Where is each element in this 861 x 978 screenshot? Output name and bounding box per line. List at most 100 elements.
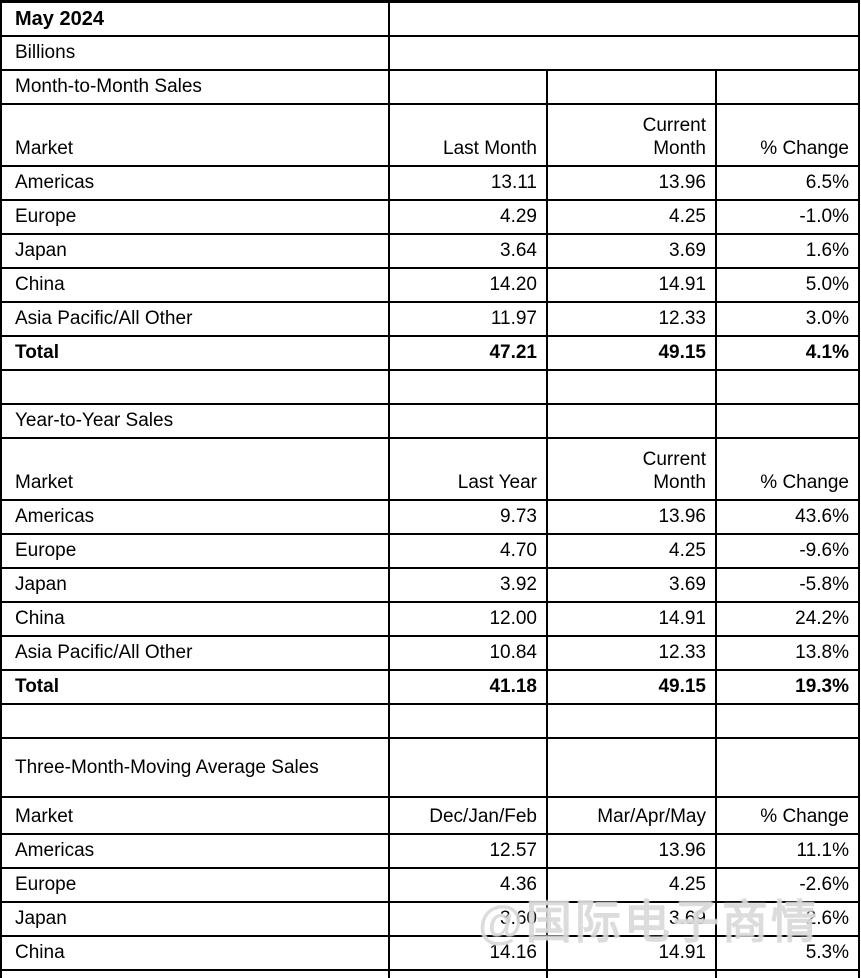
table-row: Americas 12.57 13.96 11.1% — [0, 833, 860, 869]
pct-change-cell: 43.6% — [715, 499, 860, 535]
empty-cell — [546, 69, 717, 105]
empty-cell — [388, 403, 548, 439]
pct-change-cell: -2.6% — [715, 867, 860, 903]
market-cell: Americas — [0, 833, 390, 869]
empty-cell — [0, 703, 390, 739]
market-cell: Japan — [0, 901, 390, 937]
table-row: China 14.16 14.91 5.3% — [0, 935, 860, 971]
column-header-pct-change: % Change — [715, 437, 860, 501]
value-cell: 13.11 — [388, 165, 548, 201]
value-cell: 14.91 — [546, 935, 717, 971]
table-row: Europe 4.70 4.25 -9.6% — [0, 533, 860, 569]
pct-change-cell: 24.2% — [715, 601, 860, 637]
value-cell: 14.91 — [546, 601, 717, 637]
total-pct-change-cell: 19.3% — [715, 669, 860, 705]
table-row: Europe 4.29 4.25 -1.0% — [0, 199, 860, 235]
empty-cell — [715, 403, 860, 439]
pct-change-cell: 1.6% — [715, 233, 860, 269]
empty-cell — [715, 69, 860, 105]
total-value-cell: 49.15 — [546, 335, 717, 371]
spacer-row — [0, 703, 860, 739]
table-row: Japan 3.60 3.69 2.6% — [0, 901, 860, 937]
total-value-cell: 47.21 — [388, 335, 548, 371]
value-cell: 3.92 — [388, 567, 548, 603]
empty-cell — [546, 403, 717, 439]
table-row: Asia Pacific/All Other 12.14 12.33 1.6% — [0, 969, 860, 978]
market-cell: Asia Pacific/All Other — [0, 635, 390, 671]
market-cell: Americas — [0, 165, 390, 201]
pct-change-cell: 6.5% — [715, 165, 860, 201]
spacer-row — [0, 369, 860, 405]
market-cell: China — [0, 601, 390, 637]
table-row: China 12.00 14.91 24.2% — [0, 601, 860, 637]
market-cell: China — [0, 267, 390, 303]
pct-change-cell: 5.0% — [715, 267, 860, 303]
empty-cell — [715, 703, 860, 739]
section-title-month-to-month: Month-to-Month Sales — [0, 69, 390, 105]
value-cell: 4.29 — [388, 199, 548, 235]
market-cell: Asia Pacific/All Other — [0, 969, 390, 978]
table-row: Three-Month-Moving Average Sales — [0, 737, 860, 798]
value-cell: 12.33 — [546, 969, 717, 978]
column-header-current-month: Current Month — [546, 437, 717, 501]
market-cell: Americas — [0, 499, 390, 535]
table-row: Japan 3.64 3.69 1.6% — [0, 233, 860, 269]
market-cell: Europe — [0, 867, 390, 903]
section-title-year-to-year: Year-to-Year Sales — [0, 403, 390, 439]
value-cell: 9.73 — [388, 499, 548, 535]
value-cell: 4.25 — [546, 867, 717, 903]
table-row: Asia Pacific/All Other 11.97 12.33 3.0% — [0, 301, 860, 337]
empty-cell — [546, 737, 717, 798]
market-cell: Europe — [0, 533, 390, 569]
column-header-market: Market — [0, 437, 390, 501]
total-value-cell: 41.18 — [388, 669, 548, 705]
empty-cell — [546, 703, 717, 739]
table-row: Japan 3.92 3.69 -5.8% — [0, 567, 860, 603]
section-title-three-month-avg: Three-Month-Moving Average Sales — [0, 737, 390, 798]
empty-cell — [0, 369, 390, 405]
value-cell: 12.33 — [546, 635, 717, 671]
table-row: Month-to-Month Sales — [0, 69, 860, 105]
empty-cell — [388, 737, 548, 798]
column-header-dec-jan-feb: Dec/Jan/Feb — [388, 796, 548, 835]
table-row: Billions — [0, 35, 860, 71]
value-cell: 11.97 — [388, 301, 548, 337]
value-cell: 3.60 — [388, 901, 548, 937]
value-cell: 3.69 — [546, 233, 717, 269]
table-row: Americas 9.73 13.96 43.6% — [0, 499, 860, 535]
market-cell: Asia Pacific/All Other — [0, 301, 390, 337]
column-header-market: Market — [0, 796, 390, 835]
header-row: Market Last Year Current Month % Change — [0, 437, 860, 501]
value-cell: 13.96 — [546, 165, 717, 201]
empty-cell — [715, 737, 860, 798]
header-row: Market Last Month Current Month % Change — [0, 103, 860, 167]
market-cell: China — [0, 935, 390, 971]
value-cell: 14.20 — [388, 267, 548, 303]
table-row: May 2024 — [0, 0, 860, 37]
column-header-pct-change: % Change — [715, 796, 860, 835]
empty-cell — [388, 69, 548, 105]
total-label: Total — [0, 335, 390, 371]
value-cell: 12.57 — [388, 833, 548, 869]
total-row: Total 47.21 49.15 4.1% — [0, 335, 860, 371]
column-header-last-year: Last Year — [388, 437, 548, 501]
column-header-current-month: Current Month — [546, 103, 717, 167]
column-header-mar-apr-may: Mar/Apr/May — [546, 796, 717, 835]
empty-cell — [546, 369, 717, 405]
table-row: Asia Pacific/All Other 10.84 12.33 13.8% — [0, 635, 860, 671]
empty-cell — [388, 369, 548, 405]
column-header-market: Market — [0, 103, 390, 167]
value-cell: 13.96 — [546, 833, 717, 869]
value-cell: 12.00 — [388, 601, 548, 637]
market-cell: Japan — [0, 567, 390, 603]
market-cell: Europe — [0, 199, 390, 235]
value-cell: 4.36 — [388, 867, 548, 903]
pct-change-cell: 2.6% — [715, 901, 860, 937]
pct-change-cell: -5.8% — [715, 567, 860, 603]
value-cell: 3.64 — [388, 233, 548, 269]
empty-cell — [715, 369, 860, 405]
value-cell: 4.70 — [388, 533, 548, 569]
total-label: Total — [0, 669, 390, 705]
value-cell: 3.69 — [546, 901, 717, 937]
pct-change-cell: -9.6% — [715, 533, 860, 569]
